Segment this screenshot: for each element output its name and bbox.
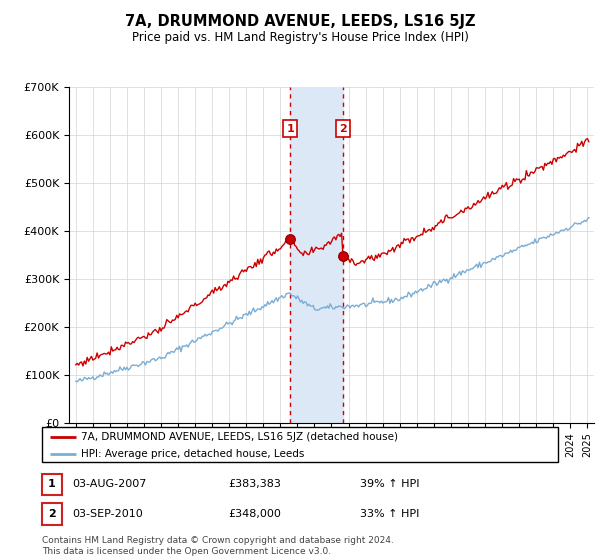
- Text: HPI: Average price, detached house, Leeds: HPI: Average price, detached house, Leed…: [80, 449, 304, 459]
- Text: 39% ↑ HPI: 39% ↑ HPI: [360, 479, 419, 489]
- Text: 1: 1: [48, 479, 56, 489]
- Text: 03-SEP-2010: 03-SEP-2010: [72, 509, 143, 519]
- Text: 2: 2: [339, 124, 347, 134]
- Bar: [290, 87, 343, 423]
- Text: 03-AUG-2007: 03-AUG-2007: [72, 479, 146, 489]
- Text: 7A, DRUMMOND AVENUE, LEEDS, LS16 5JZ: 7A, DRUMMOND AVENUE, LEEDS, LS16 5JZ: [125, 14, 475, 29]
- Text: £348,000: £348,000: [228, 509, 281, 519]
- Text: 33% ↑ HPI: 33% ↑ HPI: [360, 509, 419, 519]
- Text: 1: 1: [286, 124, 294, 134]
- Text: 7A, DRUMMOND AVENUE, LEEDS, LS16 5JZ (detached house): 7A, DRUMMOND AVENUE, LEEDS, LS16 5JZ (de…: [80, 432, 398, 442]
- Text: Contains HM Land Registry data © Crown copyright and database right 2024.
This d: Contains HM Land Registry data © Crown c…: [42, 536, 394, 556]
- Text: Price paid vs. HM Land Registry's House Price Index (HPI): Price paid vs. HM Land Registry's House …: [131, 31, 469, 44]
- Text: 2: 2: [48, 509, 56, 519]
- Text: £383,383: £383,383: [228, 479, 281, 489]
